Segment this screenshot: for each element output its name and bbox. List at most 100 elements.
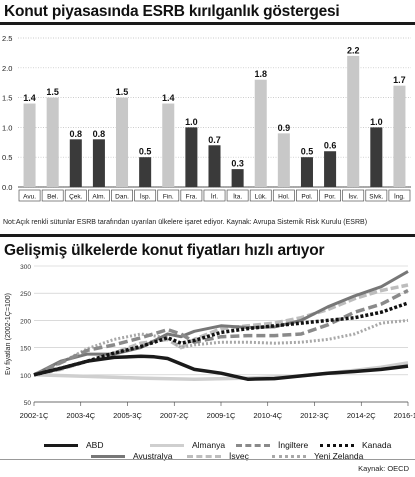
bar-category-box <box>249 189 272 202</box>
bar-value-label: 0.3 <box>231 159 244 169</box>
bar-category-label: Çek. <box>69 194 83 201</box>
bar-category-label: Lük. <box>255 194 267 201</box>
line-chart-legend: ABD Almanya İngiltere Kanada Avustralya İsveç… <box>0 436 415 461</box>
series-line-6 <box>33 283 409 377</box>
bar-value-label: 1.7 <box>393 75 406 85</box>
bar-category-label: Alm. <box>92 194 105 201</box>
bar-chart-title-rule <box>0 22 415 25</box>
bar-y-tick-label: 0.0 <box>2 183 12 192</box>
bar-value-label: 0.8 <box>70 129 83 139</box>
line-chart-source: Kaynak: OECD <box>358 464 409 473</box>
line-y-tick-label: 50 <box>24 400 32 407</box>
bar-value-label: 1.0 <box>185 117 198 127</box>
legend-label: Almanya <box>192 440 226 450</box>
bar-category-box <box>296 189 318 202</box>
line-y-axis-label: Ev fiyatları (2002-1Ç=100) <box>5 293 12 375</box>
bar-y-tick-label: 2.0 <box>2 64 12 73</box>
line-chart-title: Gelişmiş ülkelerde konut fiyatları hızlı… <box>4 242 325 259</box>
legend-swatch <box>44 443 78 447</box>
bar-value-label: 1.4 <box>162 93 175 103</box>
bar-category-box <box>342 189 365 202</box>
line-x-tick-label: 2002-1Ç <box>20 411 49 420</box>
legend-label: Avustralya <box>133 451 173 461</box>
bar-y-tick-label: 1.0 <box>2 123 12 132</box>
bar-2 <box>46 97 59 187</box>
bar-category-box <box>88 189 110 202</box>
legend-label: Yeni Zelanda <box>314 451 364 461</box>
line-x-tick-label: 2016-1Ç <box>394 411 415 420</box>
bar-category-label: İng. <box>394 192 405 201</box>
bar-category-box <box>180 189 203 202</box>
series-line-5 <box>33 270 409 377</box>
bar-value-label: 1.5 <box>116 87 129 97</box>
legend-label: ABD <box>86 440 104 450</box>
bar-y-tick-label: 1.5 <box>2 94 12 103</box>
bar-category-label: Por. <box>324 194 336 201</box>
series-line-7 <box>33 318 409 377</box>
bar-category-label: Pol. <box>301 194 312 201</box>
bar-5 <box>116 97 129 187</box>
bar-category-box <box>18 189 41 202</box>
bar-3 <box>69 139 82 187</box>
line-x-tick-label: 2012-3Ç <box>300 411 329 420</box>
bar-chart-note: Not:Açık renkli sütunlar ESRB tarafından… <box>3 219 368 226</box>
line-chart: 50 100 150 200 250 300 Ev fiyatları (2002-1Ç=1… <box>5 264 415 420</box>
bar-17 <box>393 85 406 187</box>
legend-swatch <box>272 454 306 458</box>
bar-category-box <box>226 189 249 202</box>
bar-category-label: Slvk. <box>369 194 383 201</box>
bar-value-label: 0.5 <box>139 147 152 157</box>
bar-13 <box>300 157 313 187</box>
line-y-tick-label: 300 <box>20 264 31 271</box>
bar-6 <box>139 157 152 187</box>
bar-category-box <box>134 189 157 202</box>
bar-15 <box>347 55 360 187</box>
line-x-tick-label: 2007-2Ç <box>160 411 189 420</box>
line-x-tick-label: 2005-3Ç <box>113 411 142 420</box>
bar-7 <box>162 103 175 187</box>
bar-value-label: 1.0 <box>370 117 383 127</box>
bar-4 <box>92 139 105 187</box>
bar-category-label: İsp. <box>140 192 151 201</box>
bar-8 <box>185 127 198 187</box>
bar-category-label: İta. <box>233 192 242 201</box>
legend-item: Almanya <box>150 440 225 450</box>
legend-label: Kanada <box>362 440 392 450</box>
bar-y-tick-label: 0.5 <box>2 153 12 162</box>
line-y-tick-label: 200 <box>20 318 31 325</box>
legend-label: İngiltere <box>278 440 309 450</box>
bar-category-box <box>111 189 133 202</box>
bar-category-label: İsv. <box>348 192 358 201</box>
bar-12 <box>277 133 290 187</box>
line-x-tick-label: 2009-1Ç <box>207 411 236 420</box>
bar-category-label: Bel. <box>47 194 58 201</box>
legend-item: ABD <box>44 440 103 450</box>
line-y-tick-label: 250 <box>20 291 31 298</box>
bar-9 <box>208 145 221 187</box>
legend-item: İsveç <box>187 451 249 461</box>
line-x-tick-label: 2014-2Ç <box>347 411 376 420</box>
bar-10 <box>231 169 244 187</box>
bar-category-box <box>272 189 295 202</box>
legend-item: Kanada <box>320 440 391 450</box>
bar-category-label: Dan. <box>115 194 129 201</box>
line-x-tick-label: 2010-4Ç <box>253 411 282 420</box>
bar-category-label: Avu. <box>23 194 36 201</box>
bar-value-label: 0.8 <box>93 129 106 139</box>
source-rule <box>0 459 415 460</box>
bar-category-box <box>41 189 64 202</box>
bar-value-label: 0.7 <box>208 135 221 145</box>
legend-item: Yeni Zelanda <box>272 451 363 461</box>
bar-category-box <box>388 189 411 202</box>
legend-swatch <box>187 454 221 458</box>
line-y-tick-label: 100 <box>20 373 31 380</box>
legend-item: Avustralya <box>91 451 173 461</box>
bar-value-label: 1.5 <box>46 87 59 97</box>
bar-value-label: 1.4 <box>23 93 36 103</box>
bar-chart: 0.0 0.5 1.0 1.5 2.0 2.5 1.4 Avu. 1.5 Bel. 0.8 Çek. 0… <box>2 34 411 202</box>
bar-value-label: 0.9 <box>278 123 291 133</box>
bar-value-label: 1.8 <box>254 69 267 79</box>
bar-value-label: 2.2 <box>347 45 360 55</box>
line-x-tick-label: 2003-4Ç <box>66 411 95 420</box>
legend-swatch <box>320 443 354 447</box>
